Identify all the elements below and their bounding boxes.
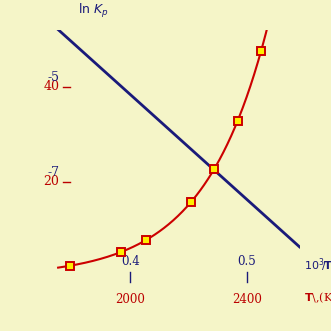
Text: 2400: 2400 [232,294,262,307]
Text: -7: -7 [47,166,59,179]
Text: 2000: 2000 [116,294,145,307]
Text: 20: 20 [43,175,59,188]
Text: 0.4: 0.4 [121,255,140,268]
Text: $\mathbf{T}$\,(K): $\mathbf{T}$\,(K) [304,291,331,306]
Text: $\ln\,K_p$: $\ln\,K_p$ [78,2,109,20]
Text: 40: 40 [43,80,59,93]
Text: 0.5: 0.5 [238,255,257,268]
Text: -5: -5 [47,71,59,84]
Text: $10^3\!/\!\mathbf{T}$: $10^3\!/\!\mathbf{T}$ [304,256,331,274]
